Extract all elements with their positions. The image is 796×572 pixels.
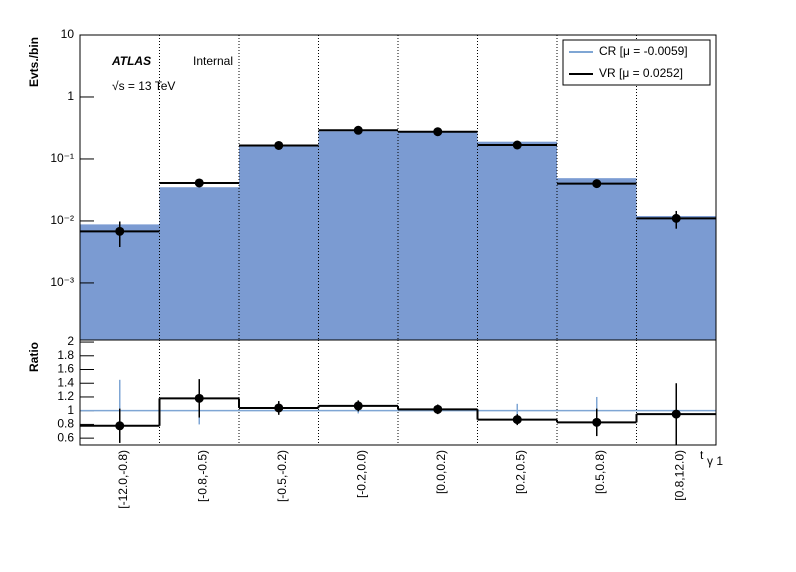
x-tick-label: [-0.2,0.0) (354, 450, 368, 498)
y-tick-label: 1.8 (57, 348, 74, 362)
x-tick-label: [0.0,0.2) (434, 450, 448, 494)
y-tick-label: 10 (61, 27, 75, 41)
energy-label: √s = 13 TeV (112, 79, 175, 93)
bar (398, 132, 478, 340)
bar (239, 146, 319, 340)
point (592, 417, 602, 427)
point (274, 403, 284, 413)
bar (318, 131, 398, 340)
point (353, 125, 363, 135)
atlas-label: ATLAS (111, 54, 151, 68)
x-tick-label: [-0.8,-0.5) (195, 450, 209, 502)
point (353, 401, 363, 411)
point (512, 140, 522, 150)
y-axis-title: Ratio (27, 342, 41, 372)
point (671, 213, 681, 223)
point (115, 226, 125, 236)
point (274, 140, 284, 150)
bar (557, 178, 637, 340)
bar (636, 216, 716, 340)
x-tick-label: [-12.0,-0.8) (116, 450, 130, 509)
y-tick-label: 0.6 (57, 430, 74, 444)
y-tick-label: 10⁻² (50, 213, 74, 227)
x-axis-subscript: γ 1 (707, 454, 723, 468)
legend-box (562, 39, 711, 86)
x-tick-label: [0.8,12.0) (672, 450, 686, 501)
y-tick-label: 1.2 (57, 389, 74, 403)
legend-label: CR [μ = -0.0059] (599, 44, 688, 58)
bar (159, 187, 239, 340)
y-tick-label: 0.8 (57, 417, 74, 431)
y-tick-label: 1.4 (57, 375, 74, 389)
bar (477, 141, 557, 340)
y-tick-label: 1 (67, 403, 74, 417)
point (592, 179, 602, 189)
point (512, 415, 522, 425)
point (433, 127, 443, 137)
point (671, 409, 681, 419)
point (115, 421, 125, 431)
x-tick-label: [-0.5,-0.2) (275, 450, 289, 502)
legend-label: VR [μ = 0.0252] (599, 66, 683, 80)
point (433, 404, 443, 414)
point (194, 393, 204, 403)
y-tick-label: 1 (67, 89, 74, 103)
frame (79, 339, 717, 446)
x-tick-label: [0.2,0.5) (513, 450, 527, 494)
y-tick-label: 1.6 (57, 362, 74, 376)
y-tick-label: 10⁻¹ (50, 151, 74, 165)
y-axis-title: Evts./bin (27, 37, 41, 87)
y-tick-label: 2 (67, 334, 74, 348)
point (194, 178, 204, 188)
x-tick-label: [0.5,0.8) (593, 450, 607, 494)
atlas-status: Internal (193, 54, 233, 68)
x-axis-title: t (700, 448, 704, 462)
y-tick-label: 10⁻³ (50, 275, 74, 289)
